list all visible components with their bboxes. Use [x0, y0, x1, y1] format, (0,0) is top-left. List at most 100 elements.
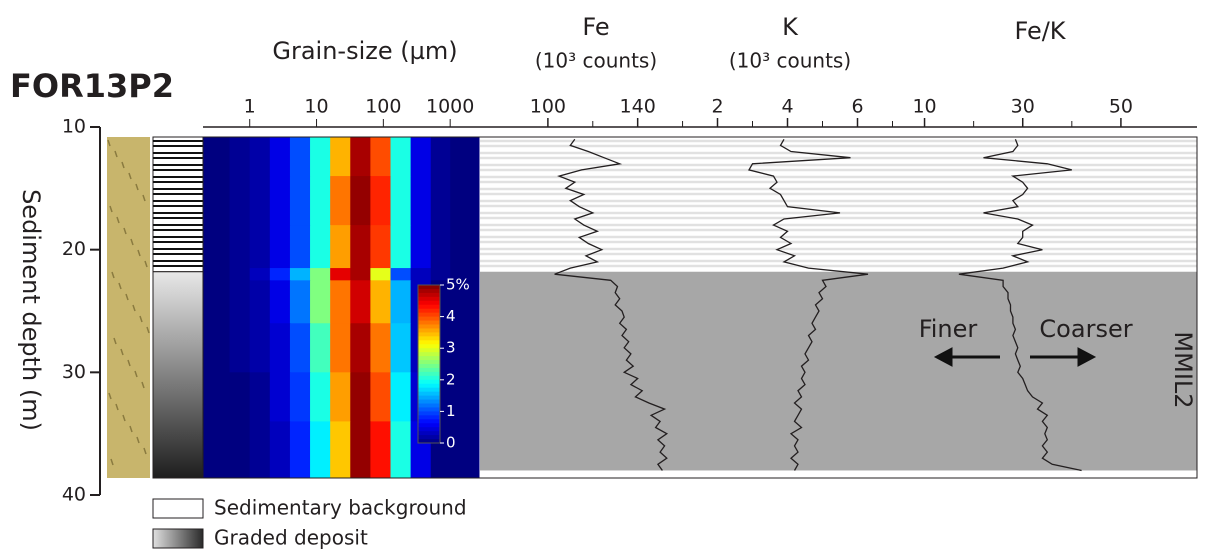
heatmap-cell	[269, 280, 291, 324]
colorbar-step	[418, 340, 440, 345]
heatmap-cell	[289, 280, 311, 324]
heatmap-cell	[370, 225, 392, 269]
core-texture	[107, 139, 111, 147]
colorbar-label: 3	[446, 339, 456, 357]
heatmap-cell	[350, 280, 371, 324]
heatmap-cell	[310, 176, 331, 226]
core-texture	[121, 161, 125, 169]
frame	[202, 136, 1198, 479]
heatmap-cell	[330, 225, 351, 269]
profile-line	[748, 138, 869, 471]
heatmap-cell	[310, 136, 331, 177]
heatmap-cell	[249, 421, 271, 479]
core-texture	[115, 403, 119, 411]
legend-swatch	[152, 498, 204, 519]
core-texture	[146, 326, 150, 334]
heatmap-cell	[269, 225, 291, 269]
x-tick-label: 6	[851, 96, 863, 118]
colorbar-step	[418, 371, 440, 377]
heatmap-cell	[203, 323, 231, 373]
heatmap-cell	[249, 372, 271, 422]
legend-swatch	[152, 528, 204, 549]
core-texture	[113, 337, 117, 345]
panel-subtitle: (10³ counts)	[535, 49, 657, 73]
core-texture	[134, 370, 138, 378]
core-texture	[114, 150, 118, 158]
colorbar-step	[418, 435, 440, 440]
heatmap-cell	[203, 421, 231, 479]
heatmap-cell	[330, 323, 351, 373]
heatmap-cell	[370, 268, 392, 281]
heatmap-cell	[370, 372, 392, 422]
heatmap-cell	[410, 136, 432, 177]
heatmap-cell	[269, 176, 291, 226]
core-texture	[132, 304, 136, 312]
heatmap-cell	[310, 280, 331, 324]
heatmap-cell	[450, 421, 480, 479]
panel-title: Fe	[582, 13, 609, 41]
heatmap-cell	[350, 372, 371, 422]
heatmap-cell	[229, 372, 251, 422]
colorbar-step	[418, 296, 440, 302]
heatmap-cell	[390, 421, 412, 479]
core-texture	[135, 183, 139, 191]
heatmap-cell	[370, 280, 392, 324]
heatmap-cell	[289, 136, 311, 177]
colorbar-step	[418, 356, 440, 361]
heatmap-cell	[330, 280, 351, 324]
heatmap-cell	[450, 136, 480, 177]
colorbar-step	[418, 332, 440, 337]
colorbar-step	[418, 383, 440, 389]
heatmap-cell	[350, 225, 371, 269]
core-texture	[130, 238, 134, 246]
heatmap-cell	[370, 176, 392, 226]
core-texture	[136, 436, 140, 444]
heatmap-cell	[350, 323, 371, 373]
colorbar-step	[418, 285, 440, 290]
core-photo	[107, 137, 150, 478]
x-tick-label: 1000	[426, 96, 474, 118]
colorbar-step	[418, 344, 440, 349]
colorbar-step	[418, 415, 440, 420]
heatmap-cell	[289, 225, 311, 269]
heatmap-cell	[310, 268, 331, 281]
heatmap-cell	[289, 176, 311, 226]
heatmap-cell	[450, 225, 480, 269]
panel-title: Grain-size (µm)	[272, 37, 457, 65]
heatmap-cell	[289, 268, 311, 281]
colorbar-step	[418, 407, 440, 412]
heatmap-cell	[229, 136, 251, 177]
heatmap-cell	[269, 323, 291, 373]
heatmap-cell	[450, 268, 480, 281]
annotation: MMIL2	[1169, 331, 1197, 408]
y-axis-label: Sediment depth (m)	[17, 189, 45, 431]
annotation: Finer	[919, 315, 978, 343]
heatmap-cell	[330, 372, 351, 422]
heatmap-cell	[330, 136, 351, 177]
heatmap-cell	[229, 280, 251, 324]
panel-title: K	[782, 13, 799, 41]
y-tick-label: 20	[62, 238, 86, 260]
x-tick-label: 100	[365, 96, 401, 118]
x-tick-label: 10	[912, 96, 936, 118]
colorbar-label: 1	[446, 402, 456, 420]
colorbar-step	[418, 411, 440, 416]
heatmap-cell	[350, 268, 371, 281]
colorbar-step	[418, 312, 440, 318]
colorbar-step	[418, 439, 440, 444]
colorbar-label: 0	[446, 434, 456, 452]
colorbar-step	[418, 364, 440, 369]
heatmap-cell	[310, 225, 331, 269]
colorbar-step	[418, 419, 440, 424]
heatmap-cell	[229, 421, 251, 479]
heatmap-cell	[390, 268, 412, 281]
heatmap-cell	[450, 280, 480, 324]
colorbar-step	[418, 399, 440, 404]
heatmap-cell	[203, 136, 231, 177]
colorbar-label: 2	[446, 370, 456, 388]
colorbar-step	[418, 375, 440, 381]
colorbar-step	[418, 328, 440, 333]
heatmap-cell	[390, 323, 412, 373]
arrows	[933, 347, 1097, 367]
